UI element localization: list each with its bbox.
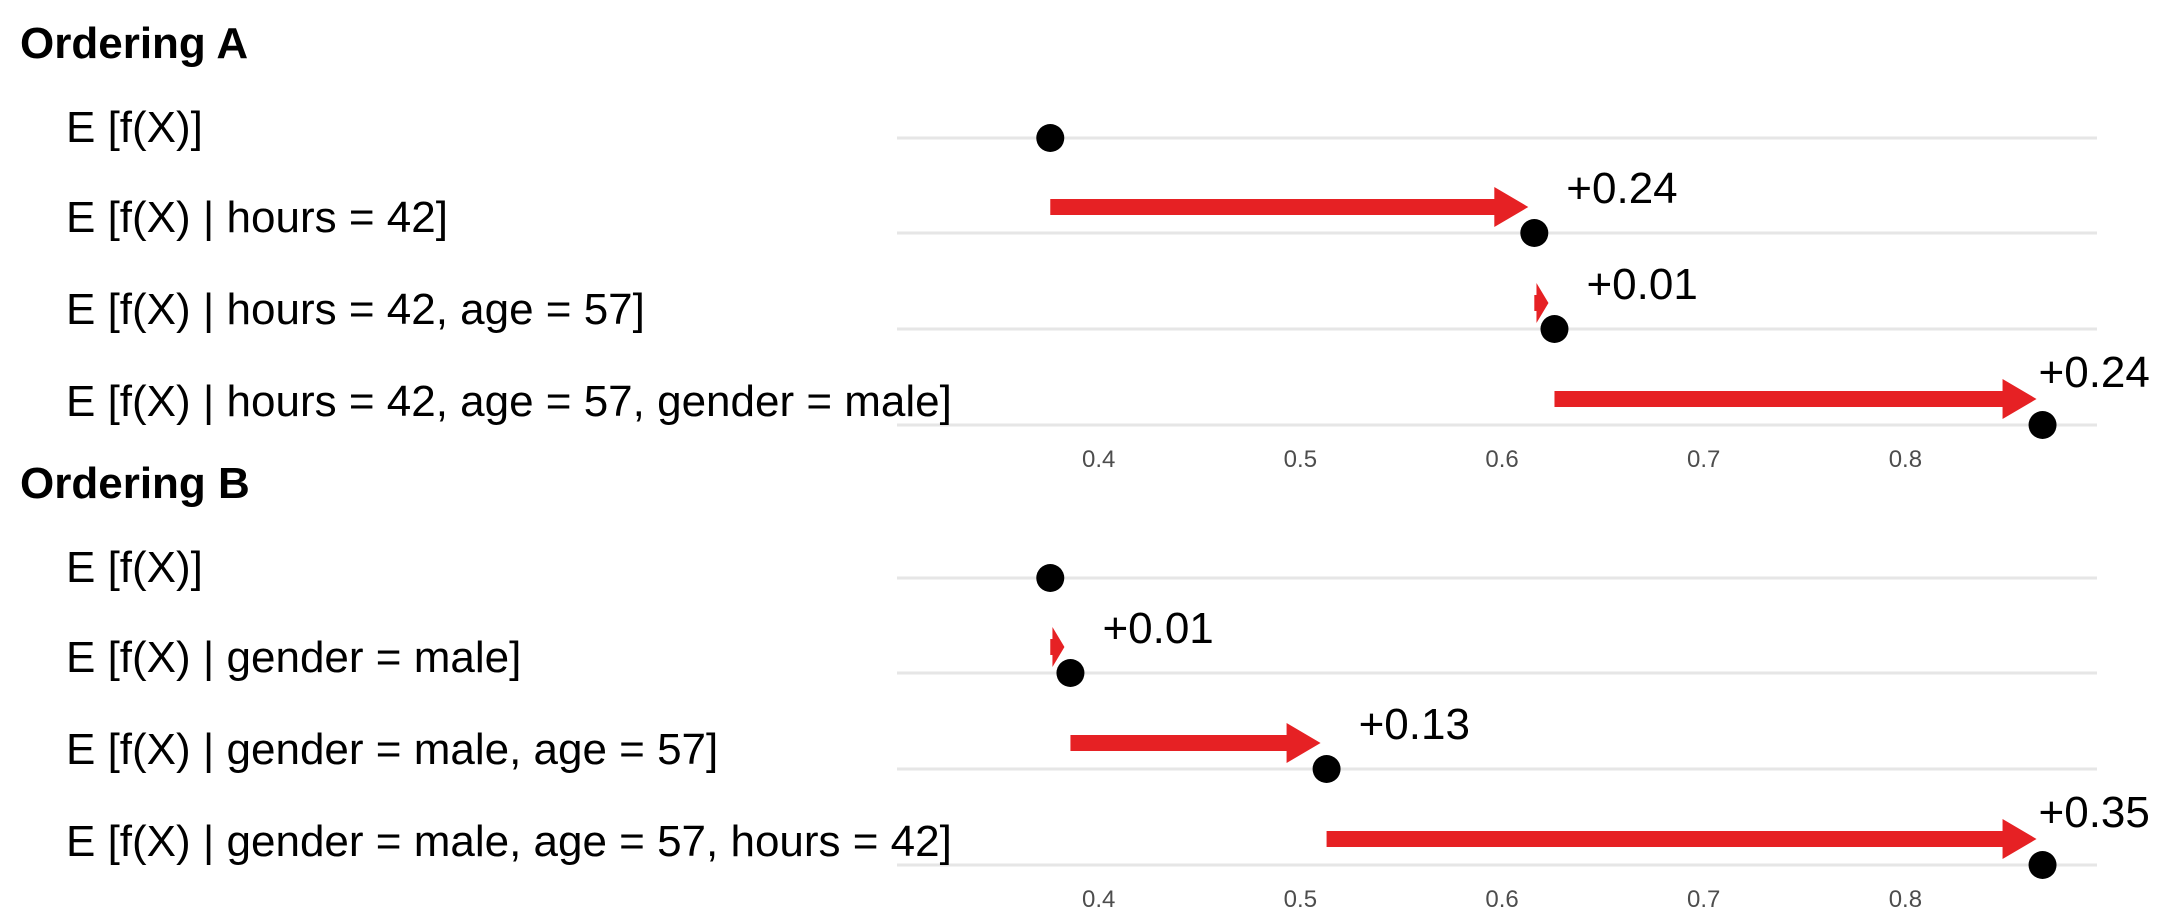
delta-label: +0.24	[2039, 348, 2150, 397]
row-label: E [f(X)]	[66, 543, 203, 592]
delta-arrow	[1534, 283, 1549, 323]
x-tick-label: 0.5	[1284, 886, 1317, 913]
x-tick-label: 0.8	[1889, 446, 1922, 473]
data-point	[1036, 564, 1065, 592]
delta-label: +0.24	[1566, 164, 1677, 213]
row-label: E [f(X)]	[66, 103, 203, 152]
x-tick-label: 0.8	[1889, 886, 1922, 913]
row-label: E [f(X) | hours = 42, age = 57, gender =…	[66, 377, 952, 426]
panel-ordering-b: Ordering B E [f(X)] E [f(X) | gender = mal…	[20, 459, 2150, 913]
row-label: E [f(X) | gender = male, age = 57]	[66, 725, 718, 774]
delta-label: +0.13	[1359, 700, 1470, 749]
x-tick-label: 0.6	[1485, 446, 1518, 473]
row-label: E [f(X) | hours = 42, age = 57]	[66, 285, 645, 334]
x-tick-label: 0.7	[1687, 886, 1720, 913]
data-point	[1312, 755, 1341, 783]
data-point	[2028, 411, 2057, 439]
x-tick-label: 0.4	[1082, 886, 1115, 913]
delta-arrow	[1070, 723, 1321, 763]
delta-label: +0.35	[2039, 788, 2150, 837]
x-tick-label: 0.6	[1485, 886, 1518, 913]
row-label: E [f(X) | hours = 42]	[66, 193, 448, 242]
x-tick-label: 0.4	[1082, 446, 1115, 473]
panel-ordering-a: Ordering A E [f(X)] E [f(X) | hours = 42] +…	[20, 19, 2150, 473]
delta-label: +0.01	[1102, 604, 1213, 653]
row-label: E [f(X) | gender = male]	[66, 633, 521, 682]
panel-title: Ordering A	[20, 19, 248, 68]
x-tick-label: 0.5	[1284, 446, 1317, 473]
data-point	[1056, 659, 1085, 687]
data-point	[2028, 851, 2057, 879]
data-point	[1036, 124, 1065, 152]
row-label: E [f(X) | gender = male, age = 57, hours…	[66, 817, 952, 866]
x-tick-label: 0.7	[1687, 446, 1720, 473]
data-point	[1540, 315, 1569, 343]
delta-arrow	[1554, 379, 2037, 419]
data-point	[1520, 219, 1549, 247]
delta-arrow	[1050, 187, 1529, 227]
delta-arrow	[1326, 819, 2037, 859]
panel-title: Ordering B	[20, 459, 250, 508]
delta-label: +0.01	[1586, 260, 1697, 309]
delta-arrow	[1050, 627, 1065, 667]
